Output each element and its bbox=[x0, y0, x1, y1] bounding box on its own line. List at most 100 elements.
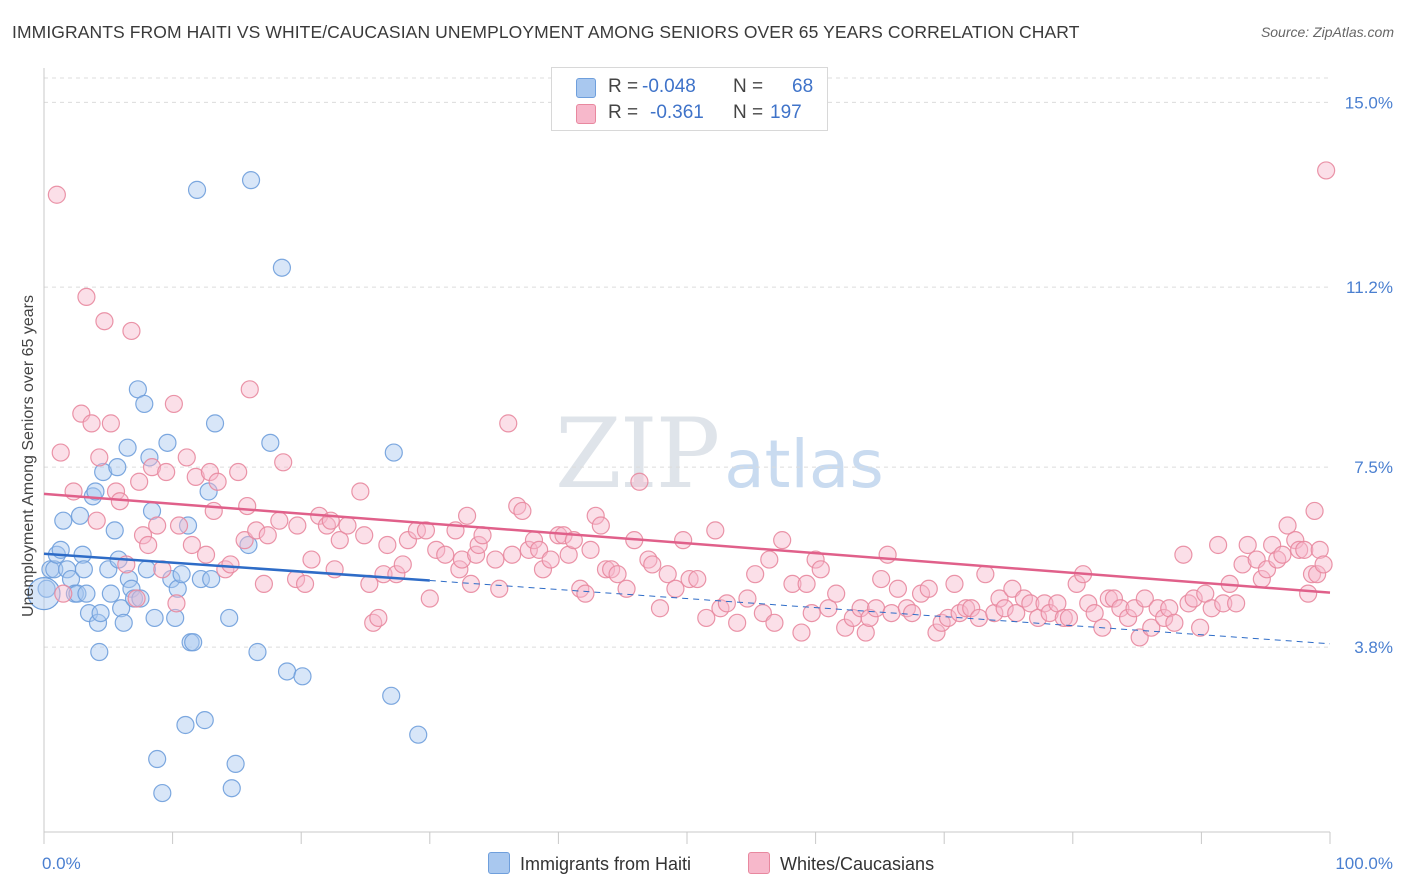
data-point bbox=[1035, 594, 1054, 613]
data-point bbox=[338, 516, 357, 535]
data-point bbox=[1214, 594, 1233, 613]
data-point bbox=[54, 584, 73, 603]
data-point bbox=[519, 540, 538, 559]
data-point bbox=[1174, 545, 1193, 564]
data-point bbox=[270, 511, 289, 530]
data-point bbox=[746, 565, 765, 584]
data-point bbox=[51, 443, 70, 462]
bottom-legend-haiti: Immigrants from Haiti bbox=[488, 852, 691, 875]
data-point bbox=[272, 258, 292, 277]
data-point bbox=[90, 642, 109, 662]
legend-swatch-whites bbox=[576, 104, 596, 124]
data-point bbox=[187, 180, 207, 199]
data-point bbox=[191, 569, 210, 589]
data-point bbox=[74, 560, 93, 579]
data-point bbox=[167, 594, 186, 613]
data-point bbox=[888, 579, 908, 598]
data-point bbox=[797, 574, 816, 594]
data-point bbox=[70, 506, 90, 525]
y-tick-label: 11.2% bbox=[1346, 278, 1393, 297]
data-point bbox=[127, 589, 146, 608]
data-point bbox=[87, 511, 106, 530]
data-point bbox=[95, 312, 114, 331]
data-point bbox=[688, 569, 707, 589]
data-point bbox=[261, 433, 280, 452]
legend-r-label: R = bbox=[608, 102, 639, 123]
data-point bbox=[240, 380, 259, 399]
data-point bbox=[452, 550, 472, 569]
correlation-legend: R = -0.048 N = 68 R = -0.361 N = 197 bbox=[551, 67, 828, 131]
data-point bbox=[792, 623, 811, 642]
data-point bbox=[1308, 565, 1327, 584]
data-point bbox=[728, 613, 747, 632]
data-point bbox=[1111, 599, 1130, 618]
x-tick-label: 0.0% bbox=[42, 854, 81, 873]
trend-line-haiti bbox=[43, 552, 430, 582]
data-point bbox=[1299, 584, 1318, 603]
data-point bbox=[184, 633, 203, 652]
y-tick-label: 7.5% bbox=[1354, 458, 1393, 477]
data-point bbox=[27, 577, 61, 611]
tick-labels: 3.8% 7.5% 11.2% 15.0% 0.0% 100.0% bbox=[42, 93, 1393, 873]
data-point bbox=[650, 599, 670, 618]
data-point bbox=[202, 569, 221, 589]
data-point bbox=[1085, 603, 1104, 623]
data-point bbox=[241, 171, 261, 190]
bottom-legend-swatch-whites bbox=[748, 852, 770, 874]
data-point bbox=[196, 545, 216, 564]
data-point bbox=[927, 623, 946, 642]
data-point bbox=[105, 521, 124, 540]
data-point bbox=[169, 516, 189, 535]
data-point bbox=[856, 623, 875, 642]
data-point bbox=[765, 613, 784, 632]
data-point bbox=[157, 462, 176, 482]
data-point bbox=[533, 560, 553, 579]
legend-r-value: -0.048 bbox=[642, 76, 696, 97]
data-point bbox=[802, 603, 821, 623]
data-point bbox=[382, 686, 401, 705]
data-point bbox=[1003, 579, 1022, 598]
data-point bbox=[1268, 550, 1287, 569]
data-point bbox=[153, 783, 172, 803]
data-point bbox=[176, 715, 195, 735]
data-point bbox=[186, 467, 205, 486]
data-point bbox=[530, 540, 549, 559]
data-point bbox=[226, 754, 245, 773]
data-point bbox=[254, 574, 274, 594]
data-point bbox=[872, 569, 891, 589]
data-point bbox=[131, 589, 150, 608]
chart-source: Source: ZipAtlas.com bbox=[1260, 24, 1394, 40]
data-point bbox=[490, 579, 509, 598]
data-point bbox=[112, 599, 131, 618]
data-point bbox=[1233, 555, 1252, 574]
data-point bbox=[811, 560, 830, 579]
data-point bbox=[1079, 594, 1098, 613]
legend-n-value: 197 bbox=[770, 102, 802, 123]
data-point bbox=[293, 667, 312, 686]
data-point bbox=[1184, 589, 1203, 608]
data-point bbox=[457, 506, 477, 525]
data-point bbox=[101, 414, 120, 433]
data-point bbox=[1165, 613, 1184, 632]
data-point bbox=[355, 526, 374, 545]
data-point bbox=[1202, 599, 1221, 618]
data-point bbox=[91, 603, 110, 623]
bottom-legend-label-haiti: Immigrants from Haiti bbox=[520, 854, 692, 874]
data-point bbox=[166, 608, 185, 628]
data-point bbox=[581, 540, 600, 559]
data-point bbox=[378, 535, 397, 555]
data-point bbox=[295, 574, 315, 594]
watermark-atlas: atlas bbox=[724, 426, 884, 503]
y-axis-label: Unemployment Among Seniors over 65 years bbox=[20, 295, 37, 617]
data-point bbox=[1295, 540, 1314, 559]
data-point bbox=[90, 448, 109, 467]
legend-n-label: N = bbox=[733, 102, 764, 123]
data-point bbox=[101, 584, 120, 603]
chart-title: IMMIGRANTS FROM HAITI VS WHITE/CAUCASIAN… bbox=[12, 22, 1080, 42]
data-point bbox=[177, 448, 196, 467]
data-point bbox=[773, 531, 792, 550]
data-point bbox=[137, 560, 156, 579]
data-point bbox=[330, 531, 349, 550]
data-point bbox=[1305, 501, 1324, 521]
data-point bbox=[108, 458, 127, 477]
